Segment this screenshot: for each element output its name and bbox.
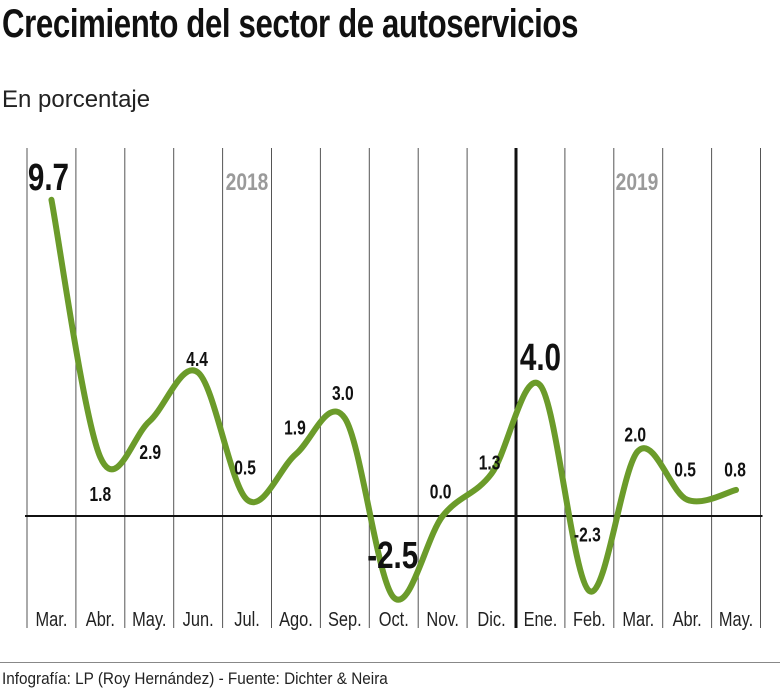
series-line <box>48 196 740 603</box>
x-tick-label: Mar. <box>622 607 654 630</box>
x-tick-label: Mar. <box>36 607 68 630</box>
footer-divider <box>0 662 780 663</box>
line-chart: 2018 2019 Mar. Abr. May. Jun. Jul. Ago. Sep. Oct.… <box>25 148 763 630</box>
data-label: 1.9 <box>284 417 306 439</box>
data-label: -2.3 <box>574 524 601 546</box>
x-tick-label: Ago. <box>279 607 313 630</box>
data-point <box>146 418 152 424</box>
data-label: 1.3 <box>479 451 501 473</box>
data-label: 0.5 <box>234 457 256 479</box>
data-point <box>440 513 446 519</box>
x-tick-label: May. <box>132 607 166 630</box>
data-point <box>244 497 250 503</box>
data-label: 0.0 <box>430 481 452 503</box>
data-label: 0.5 <box>674 459 696 481</box>
data-label: 2.0 <box>624 424 646 446</box>
x-tick-label: Ene. <box>524 607 558 630</box>
data-label: 0.8 <box>724 459 746 481</box>
data-label: 4.0 <box>520 336 561 378</box>
data-label: 2.9 <box>139 441 161 463</box>
x-tick-label: Abr. <box>86 607 115 630</box>
data-point <box>293 451 299 457</box>
data-point <box>537 383 543 389</box>
x-tick-label: Nov. <box>426 607 458 630</box>
x-tick-label: Sep. <box>328 607 362 630</box>
x-tick-label: Abr. <box>673 607 702 630</box>
x-tick-label: Jun. <box>183 607 214 630</box>
data-point <box>342 415 348 421</box>
data-label: -2.5 <box>367 534 418 576</box>
data-point <box>733 487 739 493</box>
data-label: 1.8 <box>90 483 112 505</box>
data-point <box>97 454 103 460</box>
year-label: 2018 <box>226 168 269 196</box>
year-label: 2019 <box>616 168 659 196</box>
data-point <box>684 497 690 503</box>
chart-subtitle: En porcentaje <box>2 86 151 113</box>
data-point <box>391 595 397 601</box>
x-tick-label: May. <box>719 607 753 630</box>
footer-credit: Infografía: LP (Roy Hernández) - Fuente:… <box>2 669 388 688</box>
data-label: 9.7 <box>28 157 69 199</box>
data-point <box>635 448 641 454</box>
x-tick-label: Dic. <box>477 607 505 630</box>
data-point <box>586 588 592 594</box>
x-tick-label: Jul. <box>234 607 260 630</box>
x-tick-label: Oct. <box>379 607 409 630</box>
x-tick-label: Feb. <box>573 607 606 630</box>
data-label: 4.4 <box>186 348 208 370</box>
chart-title: Crecimiento del sector de autoservicios <box>2 2 579 46</box>
data-label: 3.0 <box>332 382 354 404</box>
